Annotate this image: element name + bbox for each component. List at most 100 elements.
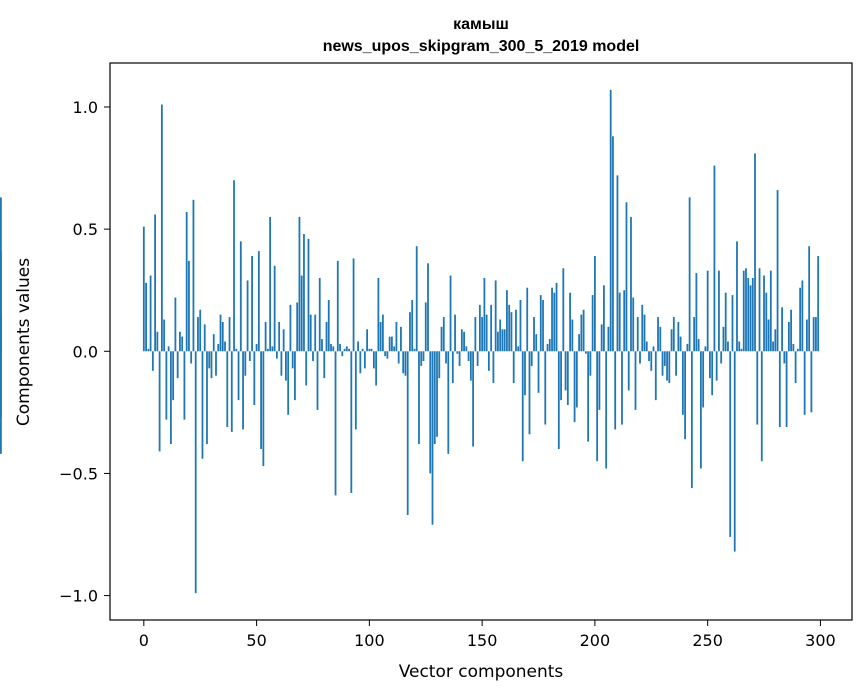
bar-221 [641, 304, 644, 352]
y-tick-label: −0.5 [59, 464, 98, 483]
bar-94 [354, 351, 357, 430]
bar-259 [727, 341, 729, 352]
bar-45 [244, 351, 247, 376]
bar-237 [677, 321, 680, 352]
bar-22 [192, 199, 195, 352]
bar-247 [699, 351, 702, 469]
bar-162 [508, 304, 511, 352]
bar-227 [654, 351, 657, 401]
bar-66 [291, 351, 294, 369]
bar-223 [645, 341, 648, 352]
bar-215 [627, 351, 630, 391]
bar-32 [215, 351, 217, 376]
bar-273 [758, 268, 761, 352]
bar-274 [760, 351, 763, 462]
bar-157 [497, 331, 499, 352]
bar-47 [248, 351, 251, 362]
bar-231 [663, 351, 666, 366]
bar-241 [686, 343, 689, 352]
bar-213 [623, 290, 626, 352]
bar-undefined [0, 351, 2, 454]
bar-193 [578, 334, 580, 352]
bar-135 [447, 351, 450, 454]
bar-74 [309, 314, 312, 352]
bar-261 [731, 295, 734, 352]
bar-89 [343, 348, 346, 352]
bar-150 [481, 317, 484, 352]
bar-26 [201, 351, 204, 459]
bar-255 [718, 270, 720, 352]
bar-3 [149, 275, 152, 352]
x-tick-label: 50 [246, 631, 266, 650]
bar-19 [185, 212, 188, 352]
bar-276 [765, 292, 768, 352]
bar-133 [442, 317, 445, 352]
bar-117 [406, 351, 409, 515]
bar-12 [169, 351, 172, 445]
bar-248 [702, 351, 705, 408]
bar-166 [517, 346, 520, 352]
bar-183 [555, 282, 558, 352]
bar-120 [413, 348, 416, 352]
bar-235 [672, 317, 675, 352]
bar-110 [391, 336, 393, 352]
bar-236 [675, 351, 677, 376]
bar-7 [158, 351, 161, 452]
bar-281 [776, 190, 779, 352]
y-axis-ticks: −1.0 −0.5 0.0 0.5 1.0 [59, 98, 110, 606]
bar-211 [618, 292, 621, 352]
bar-68 [296, 302, 299, 352]
bar-142 [463, 331, 465, 352]
bar-284 [783, 351, 786, 364]
bar-122 [418, 351, 420, 445]
bar-216 [630, 216, 632, 352]
bar-279 [772, 341, 774, 352]
bar-192 [575, 351, 578, 408]
bar-93 [352, 258, 355, 352]
bar-112 [395, 321, 398, 352]
y-axis-label: Components values [14, 258, 34, 426]
bar-113 [397, 351, 400, 364]
plot-frame [109, 62, 853, 621]
bar-80 [323, 351, 326, 379]
bar-264 [738, 341, 741, 352]
bar-242 [688, 197, 691, 352]
bar-121 [415, 246, 418, 352]
bar-196 [584, 351, 587, 354]
bar-149 [478, 304, 481, 352]
bar-161 [506, 290, 508, 352]
bar-243 [690, 351, 693, 489]
bar-62 [282, 329, 285, 352]
bar-98 [363, 351, 366, 369]
bar-271 [754, 153, 756, 352]
bar-10 [165, 351, 168, 420]
bar-199 [591, 295, 594, 352]
bar-258 [724, 292, 727, 352]
bar-272 [756, 351, 759, 425]
bar-188 [566, 351, 569, 406]
bar-104 [377, 277, 380, 352]
bar-119 [411, 299, 414, 352]
bar-198 [589, 351, 592, 376]
bar-70 [300, 275, 303, 352]
bar-102 [372, 351, 375, 369]
bar-250 [706, 270, 709, 352]
bar-209 [614, 351, 617, 430]
bar-56 [269, 216, 272, 352]
bar-186 [562, 268, 565, 352]
bar-195 [582, 309, 585, 352]
bar-283 [781, 307, 783, 352]
bar-84 [332, 346, 335, 352]
bars-group [0, 89, 820, 594]
bar-14 [174, 297, 177, 352]
bar-20 [188, 260, 190, 352]
bar-253 [713, 165, 716, 352]
bar-180 [548, 339, 551, 352]
bar-226 [652, 346, 655, 352]
bar-111 [393, 346, 396, 352]
bar-147 [474, 317, 477, 352]
bar-35 [221, 321, 224, 352]
bar-280 [774, 329, 777, 352]
bar-257 [722, 326, 725, 352]
bar-90 [345, 346, 348, 352]
